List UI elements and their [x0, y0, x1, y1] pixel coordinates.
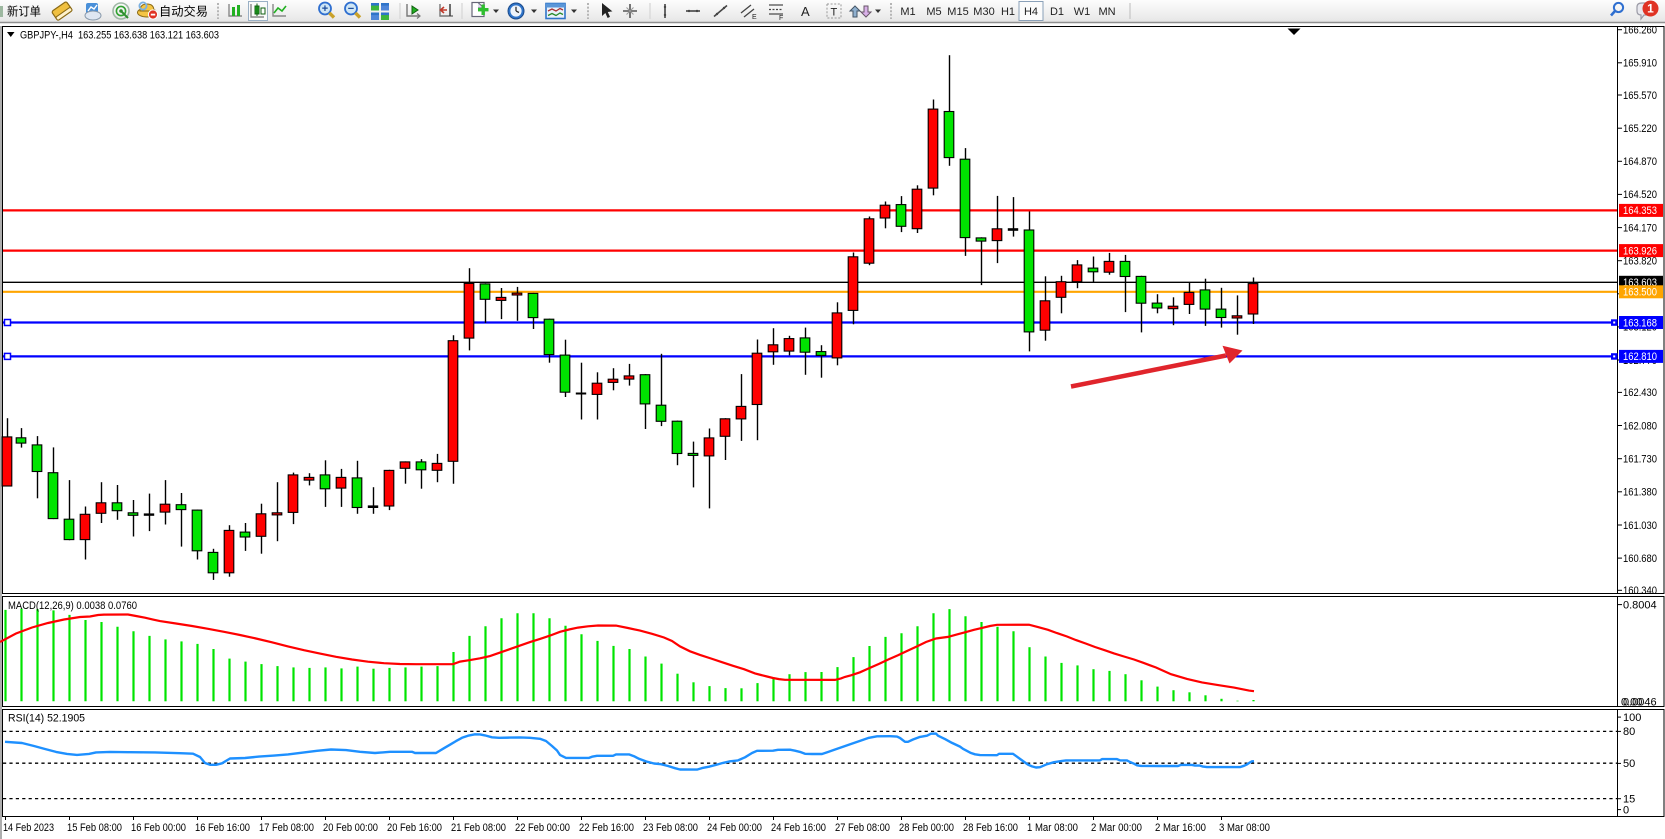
- svg-text:H4: H4: [1024, 6, 1038, 18]
- svg-text:164.353: 164.353: [1623, 205, 1657, 217]
- svg-text:20 Feb 00:00: 20 Feb 00:00: [323, 822, 378, 834]
- svg-text:165.220: 165.220: [1623, 123, 1657, 135]
- svg-text:24 Feb 00:00: 24 Feb 00:00: [707, 822, 762, 834]
- svg-text:15 Feb 08:00: 15 Feb 08:00: [67, 822, 122, 834]
- svg-text:自动交易: 自动交易: [159, 4, 208, 19]
- svg-text:160.340: 160.340: [1623, 585, 1657, 597]
- svg-text:MACD(12,26,9) 0.0038 0.0760: MACD(12,26,9) 0.0038 0.0760: [8, 600, 137, 612]
- svg-text:28 Feb 16:00: 28 Feb 16:00: [963, 822, 1018, 834]
- svg-text:162.430: 162.430: [1623, 387, 1657, 399]
- svg-text:RSI(14) 52.1905: RSI(14) 52.1905: [8, 712, 85, 724]
- svg-text:16 Feb 16:00: 16 Feb 16:00: [195, 822, 250, 834]
- svg-text:0.00: 0.00: [1621, 697, 1642, 709]
- svg-text:24 Feb 16:00: 24 Feb 16:00: [771, 822, 826, 834]
- svg-text:F: F: [779, 15, 783, 22]
- svg-text:22 Feb 00:00: 22 Feb 00:00: [515, 822, 570, 834]
- svg-text:163.926: 163.926: [1623, 245, 1657, 257]
- svg-text:27 Feb 08:00: 27 Feb 08:00: [835, 822, 890, 834]
- svg-text:166.260: 166.260: [1623, 25, 1657, 37]
- svg-text:164.870: 164.870: [1623, 156, 1657, 168]
- svg-text:21 Feb 08:00: 21 Feb 08:00: [451, 822, 506, 834]
- svg-text:163.820: 163.820: [1623, 256, 1657, 268]
- svg-text:100: 100: [1623, 712, 1641, 724]
- svg-text:0.8004: 0.8004: [1623, 599, 1657, 611]
- svg-text:1: 1: [1647, 2, 1654, 16]
- svg-text:D1: D1: [1050, 6, 1064, 18]
- svg-text:80: 80: [1623, 726, 1635, 738]
- svg-text:3 Mar 08:00: 3 Mar 08:00: [1219, 822, 1270, 834]
- svg-text:164.170: 164.170: [1623, 222, 1657, 234]
- svg-text:163.500: 163.500: [1623, 287, 1657, 299]
- svg-text:+: +: [322, 3, 328, 15]
- svg-text:163.168: 163.168: [1623, 317, 1657, 329]
- svg-text:−: −: [348, 3, 354, 15]
- svg-text:28 Feb 00:00: 28 Feb 00:00: [899, 822, 954, 834]
- svg-text:161.730: 161.730: [1623, 454, 1657, 466]
- svg-text:164.520: 164.520: [1623, 189, 1657, 201]
- svg-text:E: E: [752, 14, 757, 21]
- svg-text:22 Feb 16:00: 22 Feb 16:00: [579, 822, 634, 834]
- svg-text:0.0046: 0.0046: [1623, 697, 1657, 709]
- svg-text:M5: M5: [926, 6, 941, 18]
- svg-text:MN: MN: [1098, 6, 1115, 18]
- svg-text:162.810: 162.810: [1623, 351, 1657, 363]
- svg-text:2 Mar 00:00: 2 Mar 00:00: [1091, 822, 1142, 834]
- svg-text:0: 0: [1623, 804, 1629, 816]
- svg-text:23 Feb 08:00: 23 Feb 08:00: [643, 822, 698, 834]
- svg-text:162.080: 162.080: [1623, 420, 1657, 432]
- svg-text:16 Feb 00:00: 16 Feb 00:00: [131, 822, 186, 834]
- svg-text:20 Feb 16:00: 20 Feb 16:00: [387, 822, 442, 834]
- svg-text:2 Mar 16:00: 2 Mar 16:00: [1155, 822, 1206, 834]
- svg-text:160.680: 160.680: [1623, 553, 1657, 565]
- svg-text:W1: W1: [1074, 6, 1091, 18]
- svg-text:50: 50: [1623, 758, 1635, 770]
- svg-text:GBPJPY-,H4 163.255 163.638 16: GBPJPY-,H4 163.255 163.638 163.121 163.6…: [20, 29, 219, 41]
- svg-text:161.030: 161.030: [1623, 520, 1657, 532]
- svg-text:15: 15: [1623, 794, 1635, 806]
- svg-text:H1: H1: [1001, 6, 1015, 18]
- svg-text:14 Feb 2023: 14 Feb 2023: [3, 822, 54, 834]
- svg-text:161.380: 161.380: [1623, 487, 1657, 499]
- svg-text:165.910: 165.910: [1623, 58, 1657, 70]
- svg-text:A: A: [801, 4, 810, 19]
- svg-text:M15: M15: [947, 6, 968, 18]
- svg-text:T: T: [831, 7, 838, 19]
- svg-text:165.570: 165.570: [1623, 90, 1657, 102]
- svg-text:新订单: 新订单: [7, 4, 41, 19]
- svg-text:1 Mar 08:00: 1 Mar 08:00: [1027, 822, 1078, 834]
- svg-text:M1: M1: [900, 6, 915, 18]
- svg-text:M30: M30: [973, 6, 994, 18]
- svg-text:17 Feb 08:00: 17 Feb 08:00: [259, 822, 314, 834]
